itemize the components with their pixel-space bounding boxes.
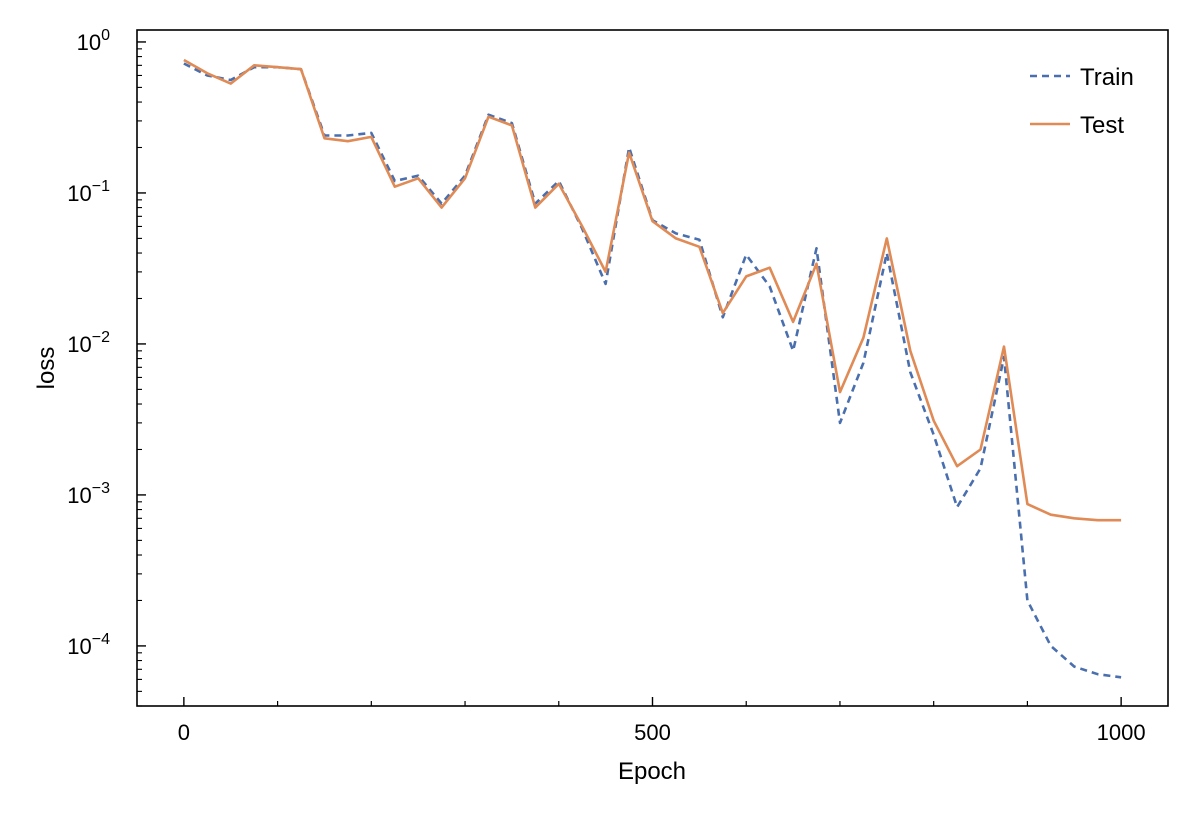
y-tick-label: 10−2 [67,329,110,357]
y-tick-base: 10 [67,332,91,357]
y-tick-exponent: −2 [92,329,110,346]
y-tick-exponent: −1 [92,178,110,195]
y-tick-label: 10−1 [67,178,110,206]
y-tick-exponent: −4 [92,631,110,648]
x-tick-label: 0 [178,720,190,745]
y-tick-base: 10 [67,483,91,508]
y-tick-label: 10−4 [67,631,110,659]
plot-frame [136,29,1169,707]
legend: Train Test [1030,64,1134,139]
series-line-test [183,58,1122,522]
x-tick-label: 1000 [1097,720,1146,745]
y-axis-title: loss [33,347,60,390]
series-line-train [183,62,1122,679]
y-tick-base: 10 [67,181,91,206]
x-tick-label: 500 [634,720,671,745]
series-layer [183,58,1122,679]
y-tick-label: 10−3 [67,480,110,508]
legend-label-train: Train [1080,64,1134,91]
y-tick-base: 10 [67,634,91,659]
y-tick-exponent: −3 [92,480,110,497]
legend-label-test: Test [1080,112,1124,139]
y-tick-base: 10 [77,30,101,55]
y-tick-exponent: 0 [101,27,110,44]
x-axis-title: Epoch [618,758,686,785]
y-tick-label: 100 [77,27,110,55]
